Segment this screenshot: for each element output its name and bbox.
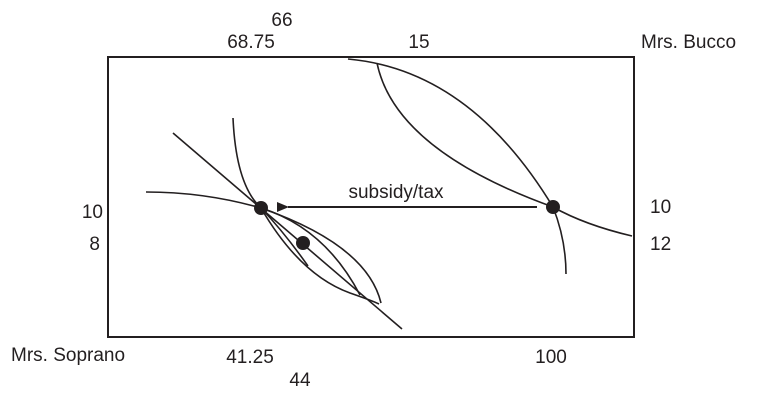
label-right-12: 12 (650, 234, 671, 255)
right-indifference-curve-upper (347, 58, 633, 237)
label-bottom-44: 44 (289, 370, 311, 391)
right-indifference-curve-lower (376, 62, 567, 275)
left-lens-curve-upper (260, 207, 382, 304)
allocation-point-middle (296, 236, 310, 250)
label-left-10: 10 (82, 202, 103, 223)
allocation-point-right (546, 200, 560, 214)
arrow-label: subsidy/tax (348, 182, 444, 203)
label-bottom-100: 100 (535, 347, 567, 368)
edgeworth-box-frame (107, 56, 635, 338)
owner-label-bucco: Mrs. Bucco (641, 32, 736, 53)
label-bottom-41-25: 41.25 (226, 347, 274, 368)
label-top-15: 15 (408, 32, 429, 53)
left-lens-curve-lower (260, 207, 380, 305)
label-top-68-75: 68.75 (227, 32, 275, 53)
budget-line (172, 132, 403, 330)
allocation-point-left (254, 201, 268, 215)
label-right-10: 10 (650, 197, 671, 218)
owner-label-soprano: Mrs. Soprano (11, 345, 125, 366)
label-left-8: 8 (89, 234, 100, 255)
label-top-66: 66 (271, 10, 292, 31)
